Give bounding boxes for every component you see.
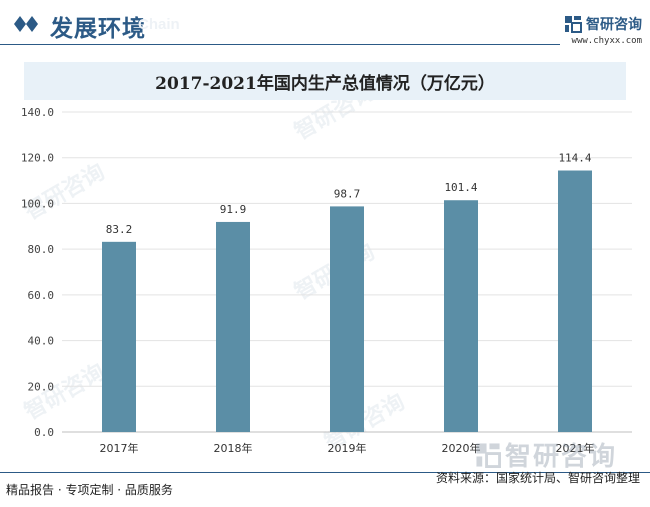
section-title: 发展环境 bbox=[50, 16, 146, 42]
footer-tagline: 精品报告 · 专项定制 · 品质服务 bbox=[6, 483, 173, 497]
y-axis-ticks: 0.0 20.0 40.0 60.0 80.0 100.0 120.0 140.0 bbox=[21, 106, 54, 439]
brand-logo-icon bbox=[565, 16, 582, 33]
footer-logo-icon bbox=[476, 442, 501, 468]
y-tick-label: 100.0 bbox=[21, 197, 54, 210]
brand-name: 智研咨询 bbox=[586, 17, 642, 33]
bar bbox=[330, 206, 364, 432]
brand: 智研咨询 www.chyxx.com bbox=[564, 14, 642, 46]
y-tick-label: 40.0 bbox=[28, 335, 55, 348]
data-source: 资料来源：国家统计局、智研咨询整理 bbox=[435, 471, 640, 485]
y-tick-label: 0.0 bbox=[34, 426, 54, 439]
diamond-decoration-icon bbox=[14, 16, 38, 32]
x-tick-label: 2021年 bbox=[556, 441, 595, 455]
value-label: 91.9 bbox=[220, 203, 247, 216]
footer-divider bbox=[0, 472, 650, 473]
value-label: 98.7 bbox=[334, 187, 361, 200]
footer-watermark-text: 智研咨询 bbox=[505, 442, 618, 472]
bar bbox=[102, 241, 136, 432]
x-tick-label: 2020年 bbox=[442, 441, 481, 455]
y-tick-label: 120.0 bbox=[21, 152, 54, 165]
header: 发展环境 Chain 智研咨询 www.chyxx.com bbox=[0, 0, 650, 48]
bar bbox=[558, 170, 592, 432]
footer-watermark: 智研咨询 bbox=[475, 436, 617, 473]
y-tick-label: 60.0 bbox=[28, 289, 55, 302]
header-divider bbox=[0, 44, 560, 45]
value-labels: 83.2 91.9 98.7 101.4 114.4 bbox=[106, 152, 592, 236]
y-tick-label: 20.0 bbox=[28, 380, 55, 393]
bar bbox=[216, 221, 250, 432]
x-tick-label: 2018年 bbox=[214, 441, 253, 455]
chart-title: 2017-2021年国内生产总值情况（万亿元） bbox=[155, 73, 495, 94]
y-tick-label: 140.0 bbox=[21, 106, 54, 119]
y-tick-label: 80.0 bbox=[28, 243, 55, 256]
bar-chart: 0.0 20.0 40.0 60.0 80.0 100.0 120.0 140.0 83.2 9… bbox=[21, 106, 632, 455]
chart-title-bar: 2017-2021年国内生产总值情况（万亿元） bbox=[24, 62, 626, 100]
x-tick-label: 2017年 bbox=[100, 441, 139, 455]
bar bbox=[444, 200, 478, 432]
brand-url[interactable]: www.chyxx.com bbox=[571, 36, 642, 46]
value-label: 101.4 bbox=[444, 181, 477, 194]
x-tick-label: 2019年 bbox=[328, 441, 367, 455]
value-label: 83.2 bbox=[106, 223, 133, 236]
x-axis-ticks: 2017年 2018年 2019年 2020年 2021年 bbox=[100, 441, 595, 455]
section-ghost-text: Chain bbox=[138, 16, 180, 33]
value-label: 114.4 bbox=[558, 152, 591, 165]
bars bbox=[102, 170, 592, 432]
